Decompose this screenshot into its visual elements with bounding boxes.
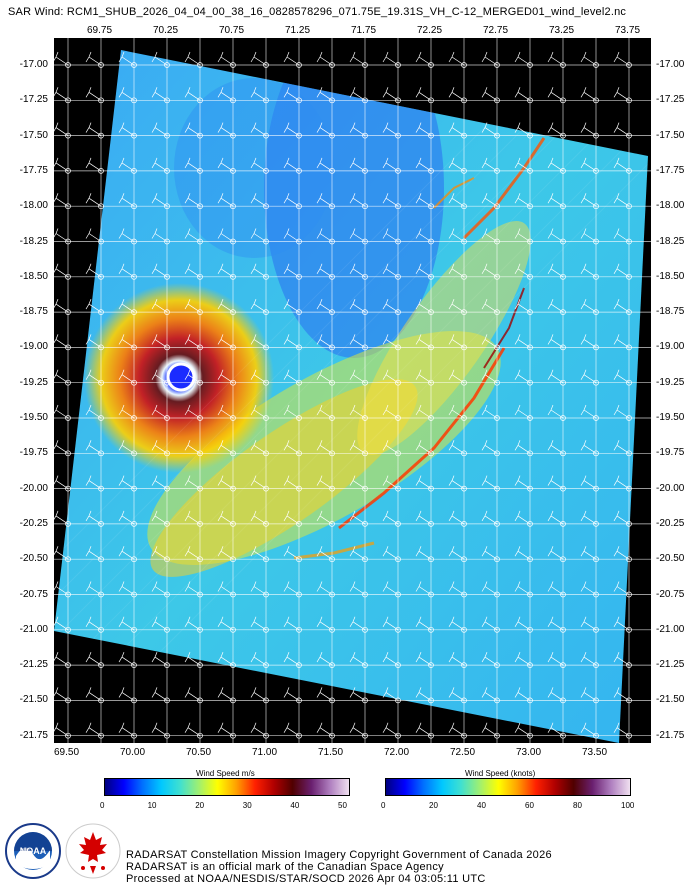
lon-label-bottom: 72.00 bbox=[384, 747, 410, 758]
lat-label-left: -20.00 bbox=[19, 482, 48, 494]
lon-label-bottom: 73.00 bbox=[516, 747, 542, 758]
lon-label-bottom: 73.50 bbox=[582, 747, 608, 758]
lat-label-right: -20.50 bbox=[656, 553, 685, 565]
lat-label-left: -17.75 bbox=[19, 164, 48, 176]
lat-label-right: -18.75 bbox=[656, 306, 685, 318]
footer-trademark: RADARSAT is an official mark of the Cana… bbox=[126, 861, 444, 873]
lat-label-right: -19.25 bbox=[656, 376, 685, 388]
lat-label-left: -18.00 bbox=[19, 200, 48, 212]
sar-wind-map bbox=[54, 38, 651, 743]
lat-label-left: -17.25 bbox=[19, 94, 48, 106]
lat-label-left: -20.25 bbox=[19, 517, 48, 529]
colorbar-ms-tick: 10 bbox=[147, 801, 157, 810]
colorbar-knots-tick: 0 bbox=[381, 801, 386, 810]
lat-label-right: -19.00 bbox=[656, 341, 685, 353]
lat-label-left: -17.00 bbox=[19, 59, 48, 70]
lon-label-bottom: 70.00 bbox=[120, 747, 146, 758]
colorbar-ms-tick: 50 bbox=[338, 801, 347, 810]
lat-label-right: -17.25 bbox=[656, 94, 685, 106]
lon-label-top: 70.75 bbox=[219, 25, 245, 36]
lon-label-top: 73.75 bbox=[615, 25, 641, 36]
sar-wind-image bbox=[54, 38, 651, 743]
lat-label-left: -18.75 bbox=[19, 306, 48, 318]
lat-label-right: -18.50 bbox=[656, 270, 685, 282]
colorbar-ms-tick: 30 bbox=[242, 801, 252, 810]
lat-label-right: -17.50 bbox=[656, 129, 685, 141]
lat-label-left: -19.50 bbox=[19, 412, 48, 423]
lat-label-right: -17.00 bbox=[656, 59, 685, 70]
footer-copyright: RADARSAT Constellation Mission Imagery C… bbox=[126, 849, 552, 861]
lat-label-left: -20.50 bbox=[19, 553, 48, 565]
lat-label-left: -19.25 bbox=[19, 376, 48, 388]
lat-label-left: -19.00 bbox=[19, 341, 48, 353]
lat-label-right: -17.75 bbox=[656, 164, 685, 176]
lat-label-left: -21.25 bbox=[19, 659, 48, 671]
colorbar-ms-tick: 20 bbox=[195, 801, 205, 810]
lon-label-top: 70.25 bbox=[153, 25, 179, 36]
lat-label-left: -21.50 bbox=[19, 694, 48, 706]
lon-label-top: 69.75 bbox=[87, 25, 113, 36]
lat-label-right: -20.25 bbox=[656, 517, 685, 529]
cyclone bbox=[84, 283, 274, 473]
lon-label-bottom: 69.50 bbox=[54, 747, 80, 758]
lat-label-right: -21.00 bbox=[656, 623, 685, 635]
lat-label-right: -19.75 bbox=[656, 447, 685, 459]
colorbar-knots-tick: 60 bbox=[525, 801, 534, 810]
colorbar-ms-tick: 40 bbox=[290, 801, 300, 810]
lon-label-top: 71.75 bbox=[351, 25, 377, 36]
lat-label-right: -19.50 bbox=[656, 412, 685, 423]
colorbar-knots-tick: 80 bbox=[573, 801, 582, 810]
lat-label-left: -18.50 bbox=[19, 270, 48, 282]
lat-label-left: -20.75 bbox=[19, 588, 48, 600]
lat-label-right: -20.75 bbox=[656, 588, 685, 600]
lon-label-bottom: 71.50 bbox=[318, 747, 344, 758]
colorbar-knots-tick: 40 bbox=[477, 801, 486, 810]
wind-front bbox=[293, 137, 546, 560]
lat-label-right: -18.00 bbox=[656, 200, 685, 212]
lon-label-bottom: 71.00 bbox=[252, 747, 278, 758]
lat-label-right: -18.25 bbox=[656, 235, 685, 247]
noaa-logo-icon: NOAA bbox=[5, 823, 61, 879]
lon-label-bottom: 72.50 bbox=[450, 747, 476, 758]
lat-label-left: -21.75 bbox=[19, 729, 48, 741]
csa-logo-icon bbox=[65, 823, 121, 879]
lat-label-left: -21.00 bbox=[19, 623, 48, 635]
colorbar-knots-tick: 20 bbox=[429, 801, 438, 810]
colorbar-knots bbox=[385, 778, 631, 796]
colorbar-knots-title: Wind Speed (knots) bbox=[465, 769, 536, 778]
image-title: SAR Wind: RCM1_SHUB_2026_04_04_00_38_16_… bbox=[8, 6, 627, 18]
footer-processed: Processed at NOAA/NESDIS/STAR/SOCD 2026 … bbox=[126, 873, 486, 885]
svg-text:NOAA: NOAA bbox=[20, 846, 47, 856]
lon-label-top: 72.75 bbox=[483, 25, 509, 36]
lon-label-top: 73.25 bbox=[549, 25, 575, 36]
colorbar-ms bbox=[104, 778, 350, 796]
lat-label-right: -20.00 bbox=[656, 482, 685, 494]
lat-label-right: -21.25 bbox=[656, 659, 685, 671]
lat-label-left: -18.25 bbox=[19, 235, 48, 247]
colorbar-knots-tick: 100 bbox=[621, 801, 635, 810]
lat-label-left: -17.50 bbox=[19, 129, 48, 141]
colorbar-ms-title: Wind Speed m/s bbox=[196, 769, 255, 778]
lon-label-top: 71.25 bbox=[285, 25, 311, 36]
lon-label-top: 72.25 bbox=[417, 25, 443, 36]
lon-label-bottom: 70.50 bbox=[186, 747, 212, 758]
colorbar-ms-tick: 0 bbox=[100, 801, 105, 810]
lat-label-right: -21.75 bbox=[656, 729, 685, 741]
lat-label-left: -19.75 bbox=[19, 447, 48, 459]
lat-label-right: -21.50 bbox=[656, 694, 685, 706]
